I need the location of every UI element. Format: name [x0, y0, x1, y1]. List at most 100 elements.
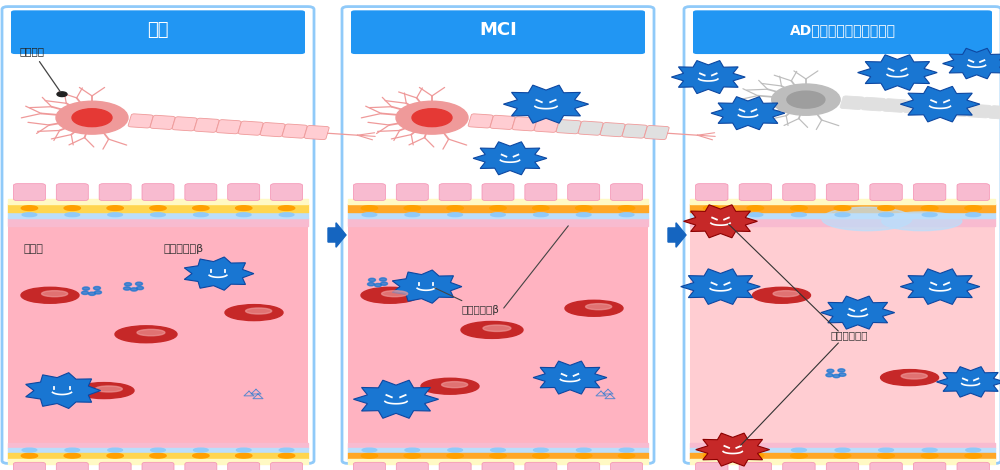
- Ellipse shape: [461, 321, 523, 338]
- Ellipse shape: [704, 454, 720, 458]
- FancyBboxPatch shape: [826, 462, 859, 470]
- Ellipse shape: [921, 206, 938, 211]
- Ellipse shape: [753, 287, 810, 303]
- FancyBboxPatch shape: [684, 7, 1000, 463]
- Polygon shape: [943, 48, 1000, 79]
- Ellipse shape: [405, 448, 420, 452]
- Ellipse shape: [619, 448, 634, 452]
- Ellipse shape: [236, 206, 252, 211]
- FancyBboxPatch shape: [696, 184, 728, 201]
- FancyBboxPatch shape: [260, 123, 285, 137]
- FancyBboxPatch shape: [870, 462, 902, 470]
- Ellipse shape: [835, 448, 850, 452]
- Polygon shape: [503, 85, 589, 123]
- Ellipse shape: [361, 454, 378, 458]
- Ellipse shape: [748, 448, 763, 452]
- Ellipse shape: [362, 448, 377, 452]
- Ellipse shape: [225, 305, 283, 321]
- Ellipse shape: [107, 454, 123, 458]
- Ellipse shape: [382, 290, 408, 297]
- Polygon shape: [184, 257, 254, 290]
- Ellipse shape: [747, 206, 764, 211]
- Ellipse shape: [151, 448, 165, 452]
- FancyBboxPatch shape: [913, 184, 946, 201]
- Bar: [348, 226, 648, 443]
- FancyBboxPatch shape: [644, 125, 669, 140]
- Bar: [690, 226, 995, 443]
- Ellipse shape: [22, 448, 37, 452]
- Polygon shape: [900, 269, 980, 305]
- Circle shape: [374, 283, 382, 287]
- Ellipse shape: [72, 109, 112, 126]
- Ellipse shape: [278, 206, 295, 211]
- FancyBboxPatch shape: [56, 462, 88, 470]
- Ellipse shape: [236, 213, 251, 217]
- Polygon shape: [392, 270, 462, 303]
- Ellipse shape: [361, 206, 378, 211]
- FancyBboxPatch shape: [988, 106, 1000, 119]
- Circle shape: [380, 282, 388, 285]
- FancyBboxPatch shape: [342, 7, 654, 463]
- Ellipse shape: [279, 213, 294, 217]
- Circle shape: [82, 287, 90, 290]
- Ellipse shape: [792, 213, 806, 217]
- FancyBboxPatch shape: [216, 120, 241, 134]
- Ellipse shape: [966, 213, 981, 217]
- FancyBboxPatch shape: [468, 114, 493, 128]
- Ellipse shape: [421, 378, 479, 394]
- Ellipse shape: [107, 206, 123, 211]
- Circle shape: [81, 291, 88, 295]
- Polygon shape: [681, 269, 760, 305]
- Ellipse shape: [447, 454, 463, 458]
- Ellipse shape: [704, 206, 720, 211]
- Ellipse shape: [882, 212, 962, 231]
- FancyBboxPatch shape: [11, 10, 305, 54]
- Ellipse shape: [448, 213, 462, 217]
- Ellipse shape: [966, 448, 981, 452]
- Ellipse shape: [834, 206, 851, 211]
- Ellipse shape: [792, 448, 806, 452]
- Polygon shape: [353, 380, 439, 418]
- Circle shape: [827, 369, 834, 373]
- Ellipse shape: [137, 329, 165, 336]
- Circle shape: [368, 282, 374, 286]
- FancyBboxPatch shape: [946, 103, 970, 117]
- Circle shape: [136, 282, 143, 285]
- Polygon shape: [684, 205, 757, 238]
- Ellipse shape: [448, 448, 462, 452]
- Ellipse shape: [442, 382, 468, 388]
- FancyBboxPatch shape: [904, 100, 928, 114]
- Ellipse shape: [278, 454, 295, 458]
- FancyBboxPatch shape: [568, 184, 600, 201]
- FancyBboxPatch shape: [490, 115, 515, 129]
- FancyBboxPatch shape: [13, 184, 45, 201]
- FancyBboxPatch shape: [925, 102, 949, 115]
- Circle shape: [94, 287, 100, 290]
- Ellipse shape: [922, 448, 937, 452]
- FancyBboxPatch shape: [568, 462, 600, 470]
- Ellipse shape: [64, 206, 80, 211]
- FancyBboxPatch shape: [13, 462, 45, 470]
- Circle shape: [838, 369, 845, 372]
- FancyBboxPatch shape: [861, 97, 885, 111]
- FancyBboxPatch shape: [271, 184, 303, 201]
- Circle shape: [94, 291, 102, 294]
- FancyBboxPatch shape: [482, 462, 514, 470]
- Ellipse shape: [791, 206, 807, 211]
- Ellipse shape: [65, 213, 80, 217]
- Ellipse shape: [576, 448, 591, 452]
- FancyBboxPatch shape: [128, 114, 153, 128]
- Ellipse shape: [279, 448, 294, 452]
- Ellipse shape: [619, 213, 634, 217]
- Polygon shape: [26, 373, 101, 408]
- Ellipse shape: [56, 101, 128, 134]
- Text: AD（アルツハイマー病）: AD（アルツハイマー病）: [789, 24, 895, 37]
- Ellipse shape: [822, 207, 912, 231]
- Ellipse shape: [881, 369, 939, 385]
- Ellipse shape: [404, 454, 420, 458]
- FancyBboxPatch shape: [957, 462, 989, 470]
- Ellipse shape: [150, 206, 166, 211]
- Bar: [8, 226, 308, 443]
- Ellipse shape: [834, 454, 851, 458]
- FancyBboxPatch shape: [534, 118, 559, 133]
